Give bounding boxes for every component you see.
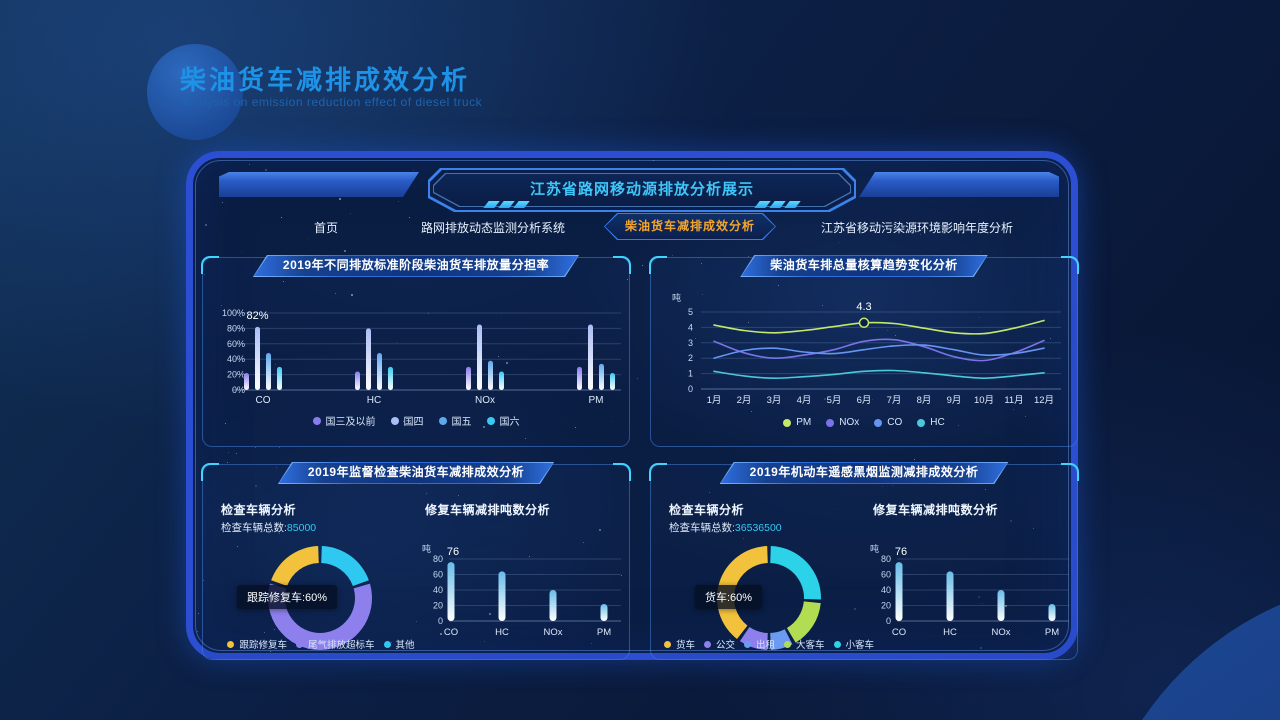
svg-text:2月: 2月	[737, 395, 752, 406]
svg-text:NOx: NOx	[992, 627, 1011, 638]
svg-text:80: 80	[881, 554, 891, 564]
svg-text:吨: 吨	[672, 292, 681, 303]
svg-text:HC: HC	[943, 627, 957, 638]
decor-circle-bottom-right	[1088, 578, 1280, 720]
panel-inspection: 2019年监督检查柴油货车减排成效分析 检查车辆分析 检查车辆总数:85000 …	[202, 464, 630, 660]
panel-inspection-title: 2019年监督检查柴油货车减排成效分析	[278, 462, 554, 483]
svg-text:40%: 40%	[227, 354, 245, 364]
svg-text:11月: 11月	[1004, 395, 1023, 406]
svg-text:60%: 60%	[227, 339, 245, 349]
banner-slashes-right	[757, 201, 798, 208]
nav-item-roadnet-monitor-system[interactable]: 路网排放动态监测分析系统	[421, 215, 565, 241]
svg-text:3月: 3月	[767, 395, 782, 406]
svg-text:HC: HC	[367, 395, 381, 406]
svg-text:7月: 7月	[887, 395, 902, 406]
panel-inspection-banner: 2019年监督检查柴油货车减排成效分析	[278, 462, 554, 484]
svg-text:80: 80	[433, 554, 443, 564]
svg-text:5: 5	[688, 307, 693, 317]
panel-emission-share-banner: 2019年不同排放标准阶段柴油货车排放量分担率	[253, 255, 579, 277]
svg-text:20%: 20%	[227, 370, 245, 380]
svg-text:4: 4	[688, 322, 693, 332]
svg-text:HC: HC	[495, 627, 509, 638]
svg-text:60: 60	[881, 570, 891, 580]
svg-text:NOx: NOx	[475, 395, 495, 406]
inspection-legend: 跟踪修复车 尾气排放超标车 其他	[205, 637, 437, 651]
svg-text:60: 60	[433, 570, 443, 580]
panel-remote-sensing-banner: 2019年机动车遥感黑烟监测减排成效分析	[720, 462, 1009, 484]
remote-legend: 货车 公交 出租 大客车 小客车	[653, 637, 885, 651]
panel-remote-sensing: 2019年机动车遥感黑烟监测减排成效分析 检查车辆分析 检查车辆总数:36536…	[650, 464, 1078, 660]
svg-text:吨: 吨	[870, 543, 879, 554]
svg-text:4.3: 4.3	[856, 301, 871, 313]
svg-text:12月: 12月	[1034, 395, 1054, 406]
page-subtitle: Analysis on emission reduction effect of…	[181, 95, 482, 109]
svg-text:9月: 9月	[947, 395, 962, 406]
svg-text:5月: 5月	[827, 395, 842, 406]
svg-text:40: 40	[881, 585, 891, 595]
svg-text:0: 0	[688, 384, 693, 394]
svg-text:20: 20	[433, 601, 443, 611]
svg-text:CO: CO	[256, 395, 271, 406]
svg-text:6月: 6月	[857, 395, 872, 406]
svg-text:NOx: NOx	[544, 627, 563, 638]
trend-legend: PM NOx CO HC	[651, 417, 1077, 428]
svg-text:76: 76	[895, 546, 907, 558]
page-title: 柴油货车减排成效分析	[180, 60, 470, 97]
inspection-callout: 跟踪修复车:60%	[237, 585, 337, 609]
svg-text:3: 3	[688, 338, 693, 348]
emission-share-legend: 国三及以前 国四 国五 国六	[203, 413, 629, 428]
svg-text:82%: 82%	[246, 310, 268, 322]
svg-text:CO: CO	[892, 627, 906, 638]
svg-text:2: 2	[688, 353, 693, 363]
svg-text:0: 0	[886, 616, 891, 626]
svg-text:1: 1	[688, 369, 693, 379]
panel-remote-sensing-title: 2019年机动车遥感黑烟监测减排成效分析	[720, 462, 1009, 483]
svg-text:吨: 吨	[422, 543, 431, 554]
svg-text:0: 0	[438, 616, 443, 626]
svg-text:1月: 1月	[707, 395, 722, 406]
dashboard-screen: 柴油货车减排成效分析 Analysis on emission reductio…	[0, 0, 1280, 720]
dashboard-panel: 江苏省路网移动源排放分析展示 首页 路网排放动态监测分析系统 柴油货车减排成效分…	[186, 151, 1078, 660]
svg-text:10月: 10月	[974, 395, 994, 406]
remote-callout: 货车:60%	[695, 585, 762, 609]
svg-text:76: 76	[447, 546, 459, 558]
inspection-charts[interactable]: 0 20 40 60 80吨 CO HC NOx PM 76	[203, 465, 631, 661]
svg-text:4月: 4月	[797, 395, 812, 406]
svg-text:20: 20	[881, 601, 891, 611]
panel-trend: 柴油货车排总量核算趋势变化分析 0 1 2 3 4 5 吨 1月 2月 3月 4月 5月 6月 7月 8月 9…	[650, 257, 1078, 447]
nav-tab-diesel-emission-analysis[interactable]: 柴油货车减排成效分析	[604, 213, 776, 240]
svg-text:CO: CO	[444, 627, 458, 638]
svg-text:100%: 100%	[222, 308, 245, 318]
svg-text:0%: 0%	[232, 385, 245, 395]
panel-trend-title: 柴油货车排总量核算趋势变化分析	[740, 255, 988, 276]
nav-item-annual-pollution-analysis[interactable]: 江苏省移动污染源环境影响年度分析	[821, 215, 1013, 241]
svg-text:8月: 8月	[917, 395, 932, 406]
panel-emission-share-title: 2019年不同排放标准阶段柴油货车排放量分担率	[253, 255, 579, 276]
nav-tab-label: 柴油货车减排成效分析	[604, 213, 776, 240]
header-wing-left	[219, 172, 419, 197]
panel-trend-banner: 柴油货车排总量核算趋势变化分析	[740, 255, 988, 277]
svg-text:80%: 80%	[227, 323, 245, 333]
svg-text:PM: PM	[597, 627, 611, 638]
svg-text:40: 40	[433, 585, 443, 595]
panel-emission-share: 2019年不同排放标准阶段柴油货车排放量分担率 0% 20% 40% 60% 80% 10…	[202, 257, 630, 447]
remote-sensing-charts[interactable]: 0 20 40 60 80吨 CO HC NOx PM 76	[651, 465, 1079, 661]
svg-text:PM: PM	[589, 395, 604, 406]
banner-slashes-left	[486, 201, 527, 208]
nav-item-home[interactable]: 首页	[314, 215, 338, 241]
header-wing-right	[859, 172, 1059, 197]
dashboard-header-banner: 江苏省路网移动源排放分析展示	[428, 168, 856, 212]
svg-text:PM: PM	[1045, 627, 1059, 638]
